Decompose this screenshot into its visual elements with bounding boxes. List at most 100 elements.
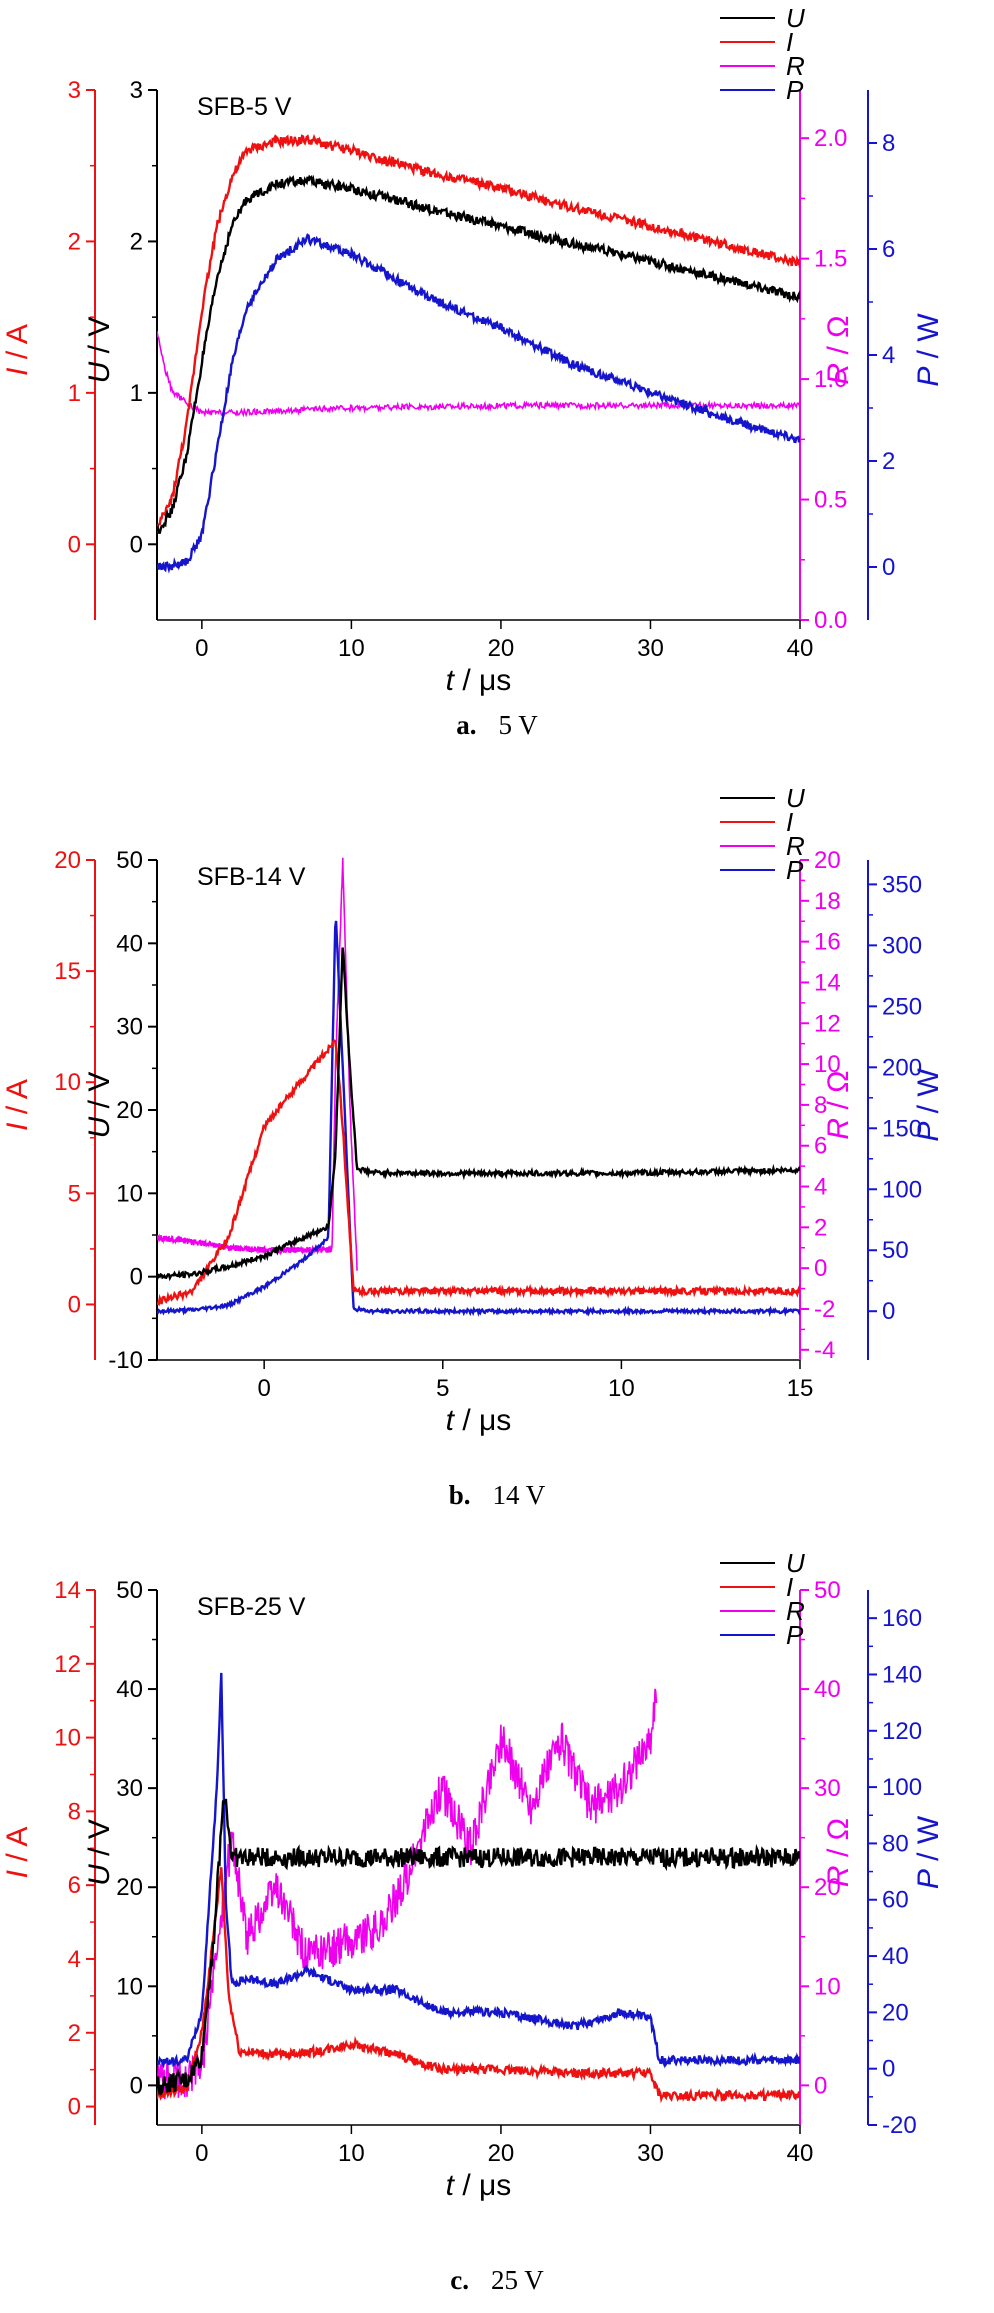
axis-label-R: R / Ω <box>822 1070 855 1139</box>
chart-panel-a: 0 1 2 3 I / A 0 1 2 3 U / V 0.0 0.5 1.0 1.5 2.0 R / Ω 0 2… <box>0 0 994 710</box>
tick-label-U: 0 <box>130 1264 143 1291</box>
x-axis: 0 10 20 30 40 t / μs <box>195 620 813 697</box>
tick-label-R: 0 <box>814 1255 827 1282</box>
tick-label-R: 10 <box>814 1051 841 1078</box>
tick-label-P: 20 <box>882 1999 909 2026</box>
chart-title: SFB-5 V <box>197 93 292 121</box>
tick-label-P: 2 <box>882 448 895 475</box>
x-tick-label: 0 <box>195 635 208 662</box>
legend-label-P: P <box>786 1620 804 1650</box>
x-tick-label: 0 <box>195 2140 208 2167</box>
tick-label-U: 40 <box>116 1676 143 1703</box>
legend-label-R: R <box>786 1596 805 1626</box>
axis-label-R: R / Ω <box>822 1818 855 1887</box>
tick-label-R: 20 <box>814 847 841 874</box>
series-line-R <box>157 1688 658 2100</box>
tick-label-I: 0 <box>68 1291 81 1318</box>
axis-P: 0 50 100 150 200 250 300 350 P / W <box>867 860 945 1360</box>
legend-label-P: P <box>786 855 804 885</box>
axis-P: 0 2 4 6 8 P / W <box>867 90 945 620</box>
axis-I: 0 5 10 15 20 I / A <box>1 847 96 1360</box>
tick-label-I: 3 <box>68 77 81 104</box>
tick-label-R: 4 <box>814 1174 827 1201</box>
x-axis: 0 5 10 15 t / μs <box>257 1360 813 1437</box>
legend-label-P: P <box>786 75 804 105</box>
legend-label-U: U <box>786 3 805 33</box>
legend-label-I: I <box>786 807 793 837</box>
axis-label-U: U / V <box>83 1072 116 1139</box>
series-line-P <box>157 920 800 1318</box>
tick-label-U: 20 <box>116 1097 143 1124</box>
tick-label-P: 80 <box>882 1830 909 1857</box>
tick-label-I: 2 <box>68 2020 81 2047</box>
tick-label-P: 140 <box>882 1661 922 1688</box>
chart-5v: 0 1 2 3 I / A 0 1 2 3 U / V 0.0 0.5 1.0 1.5 2.0 R / Ω 0 2… <box>1 3 945 697</box>
chart-title: SFB-25 V <box>197 1593 306 1621</box>
tick-label-U: 10 <box>116 1973 143 2000</box>
tick-label-U: 0 <box>130 2072 143 2099</box>
series-line-R <box>157 857 358 1271</box>
caption-text: 5 V <box>498 710 538 740</box>
tick-label-P: 150 <box>882 1115 922 1142</box>
tick-label-U: 2 <box>130 228 143 255</box>
tick-label-U: 30 <box>116 1775 143 1802</box>
tick-label-P: 0 <box>882 1298 895 1325</box>
caption-c: c. 25 V <box>0 2265 994 2296</box>
axis-label-P: P / W <box>912 1068 945 1142</box>
legend-label-U: U <box>786 783 805 813</box>
chart-panel-c: 0 2 4 6 8 10 12 14 I / A 0 10 20 30 40 50 U / V 0 10 20 30 4… <box>0 1545 994 2255</box>
tick-label-U: 20 <box>116 1874 143 1901</box>
tick-label-P: 50 <box>882 1237 909 1264</box>
tick-label-I: 10 <box>54 1069 81 1096</box>
caption-text: 25 V <box>490 2265 544 2295</box>
tick-label-U: 30 <box>116 1014 143 1041</box>
tick-label-R: 30 <box>814 1775 841 1802</box>
chart-panel-b: 0 5 10 15 20 I / A -10 0 10 20 30 40 50 U / V -4 -2 0 2 4 6… <box>0 780 994 1480</box>
axis-R: -4 -2 0 2 4 6 8 10 12 14 16 18 20 R / Ω <box>799 847 855 1364</box>
x-tick-label: 15 <box>787 1375 814 1402</box>
tick-label-P: 200 <box>882 1054 922 1081</box>
tick-label-I: 12 <box>54 1651 81 1678</box>
chart-25v: 0 2 4 6 8 10 12 14 I / A 0 10 20 30 40 50 U / V 0 10 20 30 4… <box>1 1548 945 2202</box>
tick-label-P: 100 <box>882 1774 922 1801</box>
tick-label-P: 6 <box>882 236 895 263</box>
series-line-R <box>157 330 800 418</box>
tick-label-P: -20 <box>882 2112 917 2139</box>
tick-label-U: 40 <box>116 930 143 957</box>
x-axis-label: t / μs <box>446 664 512 697</box>
tick-label-R: -4 <box>814 1337 835 1364</box>
tick-label-I: 6 <box>68 1872 81 1899</box>
axis-label-I: I / A <box>1 324 34 376</box>
x-axis-label: t / μs <box>446 1404 512 1437</box>
x-tick-label: 5 <box>436 1375 449 1402</box>
series-line-I <box>157 1039 800 1306</box>
series-line-P <box>157 233 800 574</box>
tick-label-I: 10 <box>54 1725 81 1752</box>
series-line-U <box>157 1798 800 2097</box>
tick-label-R: 0.0 <box>814 607 847 634</box>
tick-label-U: 0 <box>130 531 143 558</box>
tick-label-U: 3 <box>130 77 143 104</box>
axis-U: 0 10 20 30 40 50 U / V <box>83 1577 158 2125</box>
tick-label-U: 50 <box>116 847 143 874</box>
x-tick-label: 40 <box>787 2140 814 2167</box>
tick-label-R: 20 <box>814 1874 841 1901</box>
tick-label-R: 0 <box>814 2072 827 2099</box>
tick-label-P: 60 <box>882 1887 909 1914</box>
caption-letter: c. <box>450 2265 469 2295</box>
tick-label-R: -2 <box>814 1296 835 1323</box>
tick-label-P: 120 <box>882 1718 922 1745</box>
legend-label-R: R <box>786 51 805 81</box>
x-axis: 0 10 20 30 40 t / μs <box>195 2125 813 2202</box>
axis-I: 0 2 4 6 8 10 12 14 I / A <box>1 1577 96 2125</box>
x-tick-label: 30 <box>637 635 664 662</box>
tick-label-P: 4 <box>882 342 895 369</box>
tick-label-P: 8 <box>882 130 895 157</box>
legend-label-I: I <box>786 1572 793 1602</box>
tick-label-P: 350 <box>882 871 922 898</box>
x-tick-label: 20 <box>488 2140 515 2167</box>
x-tick-label: 20 <box>488 635 515 662</box>
